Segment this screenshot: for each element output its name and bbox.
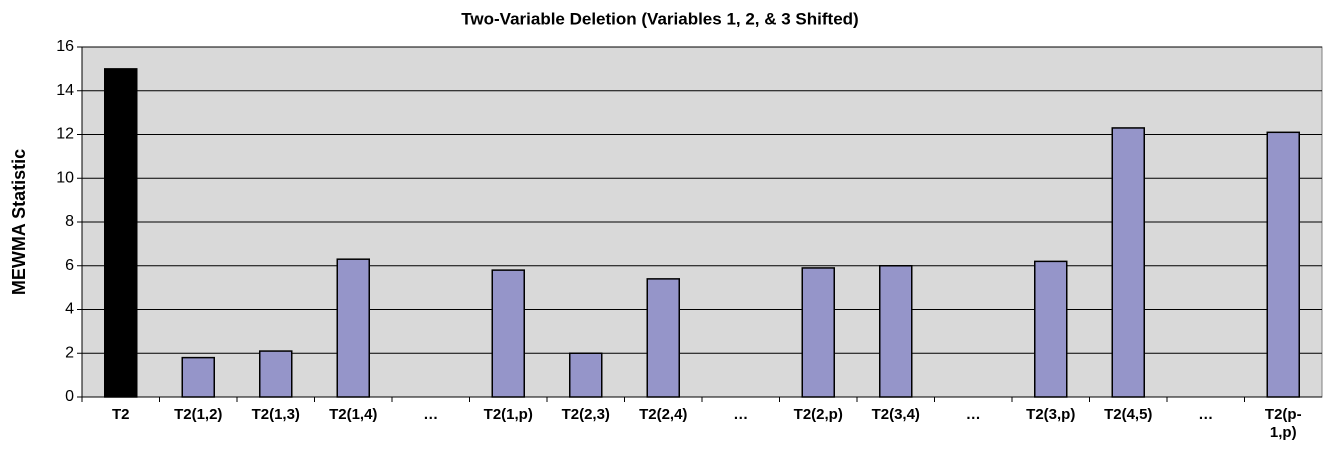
y-tick-label: 16: [56, 38, 74, 55]
y-tick-label: 10: [56, 169, 74, 186]
bar: [491, 269, 525, 398]
bar: [569, 352, 603, 398]
x-tick-label: T2(p-1,p): [1265, 406, 1302, 441]
x-tick-label: T2(2,4): [639, 406, 687, 423]
y-tick-label: 8: [65, 213, 74, 230]
x-tick-label: T2: [112, 406, 130, 423]
bar: [1111, 127, 1145, 398]
x-tick-label: T2(2,3): [562, 406, 610, 423]
bar: [1266, 131, 1300, 398]
x-tick-label: …: [1198, 406, 1213, 423]
bar: [879, 265, 913, 398]
x-tick-label: …: [423, 406, 438, 423]
x-tick-label: T2(1,p): [484, 406, 533, 423]
x-tick-label: …: [733, 406, 748, 423]
chart-title: Two-Variable Deletion (Variables 1, 2, &…: [461, 9, 858, 28]
y-axis-label: MEWMA Statistic: [9, 149, 29, 295]
x-tick-label: T2(1,4): [329, 406, 377, 423]
y-tick-label: 2: [65, 344, 74, 361]
x-tick-label: T2(1,3): [252, 406, 300, 423]
y-tick-label: 0: [65, 388, 74, 405]
bar: [104, 68, 138, 398]
y-tick-label: 12: [56, 126, 74, 143]
x-tick-label: …: [966, 406, 981, 423]
bar: [259, 350, 293, 398]
bar: [1034, 260, 1068, 398]
y-tick-label: 6: [65, 257, 74, 274]
y-tick-label: 14: [56, 82, 74, 99]
bar: [646, 278, 680, 398]
x-tick-label: T2(3,p): [1026, 406, 1075, 423]
bar: [336, 258, 370, 398]
x-tick-label: T2(3,4): [872, 406, 920, 423]
x-tick-label: T2(4,5): [1104, 406, 1152, 423]
x-tick-label-line: 1,p): [1270, 424, 1297, 441]
x-tick-label-line: T2(p-: [1265, 406, 1302, 423]
bar: [181, 356, 215, 398]
x-tick-label: T2(1,2): [174, 406, 222, 423]
bar: [801, 267, 835, 398]
y-tick-label: 4: [65, 301, 74, 318]
x-tick-label: T2(2,p): [794, 406, 843, 423]
